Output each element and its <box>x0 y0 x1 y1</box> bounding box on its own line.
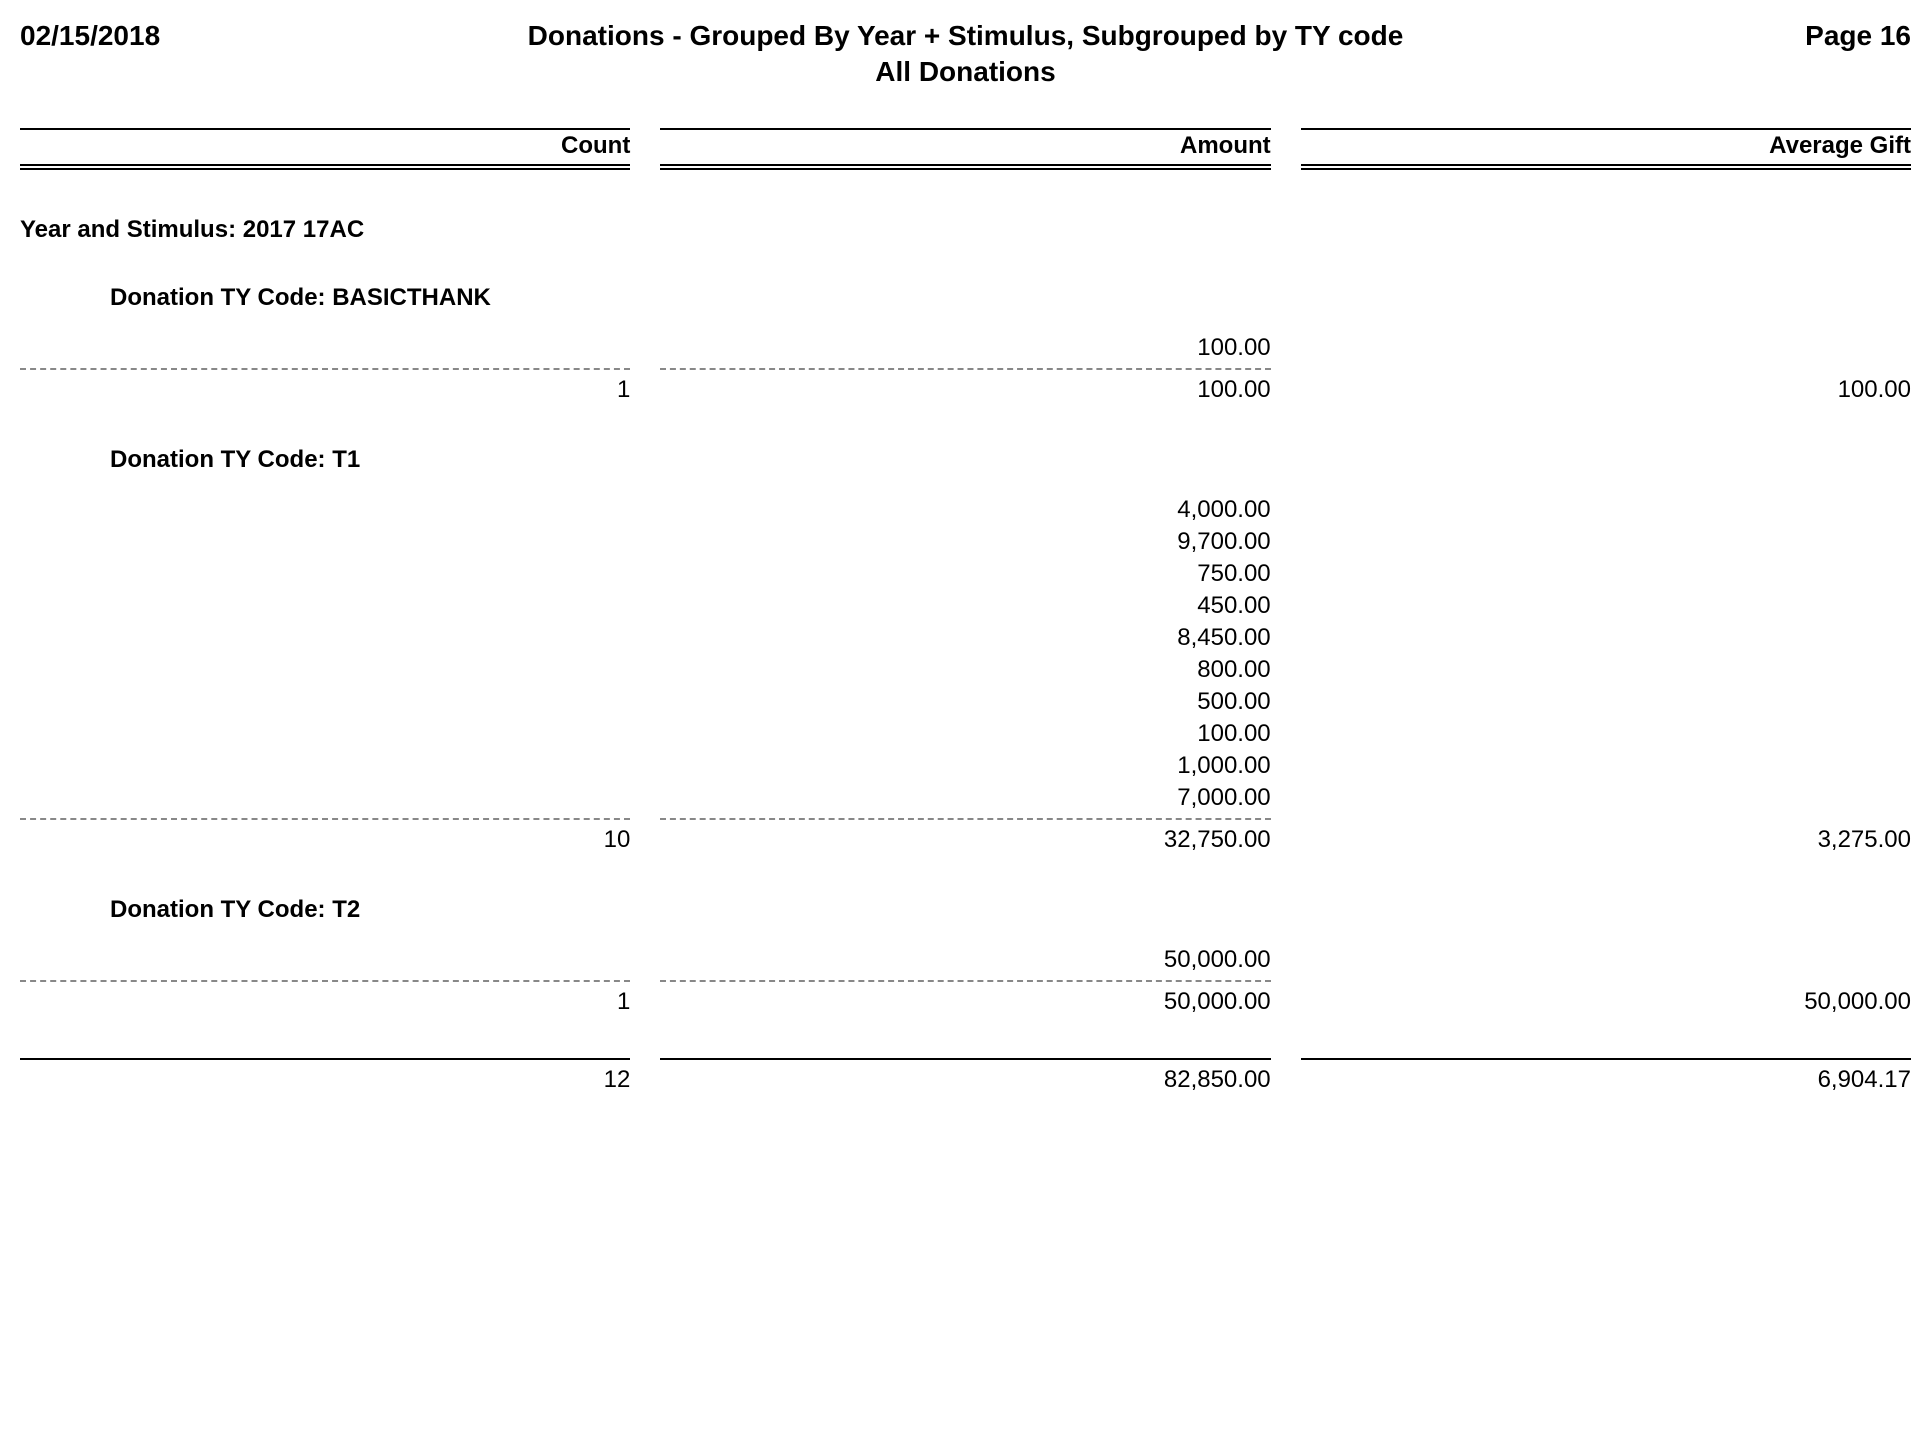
report-date: 02/15/2018 <box>20 20 320 52</box>
amount-row: 450.00 <box>20 590 1911 622</box>
amount-cell-count <box>20 718 630 750</box>
amount-cell-count <box>20 526 630 558</box>
rule <box>1301 1058 1911 1060</box>
summary-average: 50,000.00 <box>1301 986 1911 1018</box>
rule-empty <box>1301 814 1911 815</box>
group-total-amount: 82,850.00 <box>660 1064 1270 1096</box>
summary-count: 1 <box>20 374 630 406</box>
amount-row: 50,000.00 <box>20 944 1911 976</box>
amount-cell-amount: 500.00 <box>660 686 1270 718</box>
report-title-block: Donations - Grouped By Year + Stimulus, … <box>320 20 1611 88</box>
amount-cell-amount: 4,000.00 <box>660 494 1270 526</box>
summary-average: 100.00 <box>1301 374 1911 406</box>
amount-row: 1,000.00 <box>20 750 1911 782</box>
subgroup-rule <box>20 364 1911 374</box>
amount-cell-average <box>1301 558 1911 590</box>
amount-cell-count <box>20 332 630 364</box>
subgroups-container: Donation TY Code: BASICTHANK 100.00 1 100.0… <box>20 284 1911 1018</box>
amount-cell-count <box>20 944 630 976</box>
report-header: 02/15/2018 Donations - Grouped By Year +… <box>20 20 1911 88</box>
amount-row: 100.00 <box>20 332 1911 364</box>
group-total-row: 12 82,850.00 6,904.17 <box>20 1064 1911 1096</box>
subgroup-summary: 10 32,750.00 3,275.00 <box>20 824 1911 856</box>
amount-row: 4,000.00 <box>20 494 1911 526</box>
columns-header: Count Amount Average Gift <box>20 128 1911 166</box>
amount-cell-average <box>1301 944 1911 976</box>
amount-cell-amount: 100.00 <box>660 718 1270 750</box>
group-label-prefix: Year and Stimulus: <box>20 216 243 243</box>
amount-row: 9,700.00 <box>20 526 1911 558</box>
summary-average: 3,275.00 <box>1301 824 1911 856</box>
amount-cell-amount: 50,000.00 <box>660 944 1270 976</box>
group-total-count: 12 <box>20 1064 630 1096</box>
rule <box>660 818 1270 820</box>
amount-cell-average <box>1301 750 1911 782</box>
amount-cell-average <box>1301 590 1911 622</box>
amount-cell-count <box>20 590 630 622</box>
col-average: Average Gift <box>1301 128 1911 166</box>
amount-cell-average <box>1301 782 1911 814</box>
amount-cell-count <box>20 750 630 782</box>
amount-cell-count <box>20 494 630 526</box>
amount-row: 100.00 <box>20 718 1911 750</box>
col-amount: Amount <box>660 128 1270 166</box>
amount-cell-amount: 9,700.00 <box>660 526 1270 558</box>
amount-cell-amount: 8,450.00 <box>660 622 1270 654</box>
report-subtitle: All Donations <box>320 56 1611 88</box>
subgroup-rule <box>20 976 1911 986</box>
rule <box>660 368 1270 370</box>
group-label-value: 2017 17AC <box>243 216 364 243</box>
amount-cell-average <box>1301 654 1911 686</box>
amount-cell-amount: 1,000.00 <box>660 750 1270 782</box>
amount-cell-average <box>1301 526 1911 558</box>
amount-row: 750.00 <box>20 558 1911 590</box>
summary-count: 10 <box>20 824 630 856</box>
subgroup-title: Donation TY Code: T1 <box>110 446 1911 474</box>
summary-amount: 50,000.00 <box>660 986 1270 1018</box>
group-title: Year and Stimulus: 2017 17AC <box>20 216 1911 244</box>
amount-cell-count <box>20 622 630 654</box>
subgroup-rule <box>20 814 1911 824</box>
subgroup-title: Donation TY Code: BASICTHANK <box>110 284 1911 312</box>
subgroup-summary: 1 100.00 100.00 <box>20 374 1911 406</box>
summary-amount: 32,750.00 <box>660 824 1270 856</box>
amount-row: 8,450.00 <box>20 622 1911 654</box>
group-total-average: 6,904.17 <box>1301 1064 1911 1096</box>
rule <box>20 368 630 370</box>
amount-cell-amount: 800.00 <box>660 654 1270 686</box>
report-page: 02/15/2018 Donations - Grouped By Year +… <box>20 20 1911 1096</box>
col-count: Count <box>20 128 630 166</box>
amount-row: 500.00 <box>20 686 1911 718</box>
report-page-number: Page 16 <box>1611 20 1911 52</box>
amount-cell-average <box>1301 494 1911 526</box>
amount-cell-count <box>20 782 630 814</box>
amount-cell-amount: 7,000.00 <box>660 782 1270 814</box>
rule <box>660 1058 1270 1060</box>
subgroup-summary: 1 50,000.00 50,000.00 <box>20 986 1911 1018</box>
subgroup-title: Donation TY Code: T2 <box>110 896 1911 924</box>
report-title: Donations - Grouped By Year + Stimulus, … <box>320 20 1611 52</box>
amount-cell-average <box>1301 622 1911 654</box>
amount-cell-amount: 750.00 <box>660 558 1270 590</box>
amount-cell-count <box>20 654 630 686</box>
rule <box>20 980 630 982</box>
amount-cell-amount: 450.00 <box>660 590 1270 622</box>
rule <box>20 818 630 820</box>
amount-cell-average <box>1301 686 1911 718</box>
amount-cell-count <box>20 686 630 718</box>
rule <box>20 1058 630 1060</box>
amount-row: 800.00 <box>20 654 1911 686</box>
amount-cell-amount: 100.00 <box>660 332 1270 364</box>
rule <box>660 980 1270 982</box>
amount-row: 7,000.00 <box>20 782 1911 814</box>
amount-cell-average <box>1301 332 1911 364</box>
rule-empty <box>1301 364 1911 365</box>
rule-empty <box>1301 976 1911 977</box>
amount-cell-average <box>1301 718 1911 750</box>
summary-amount: 100.00 <box>660 374 1270 406</box>
amount-cell-count <box>20 558 630 590</box>
summary-count: 1 <box>20 986 630 1018</box>
